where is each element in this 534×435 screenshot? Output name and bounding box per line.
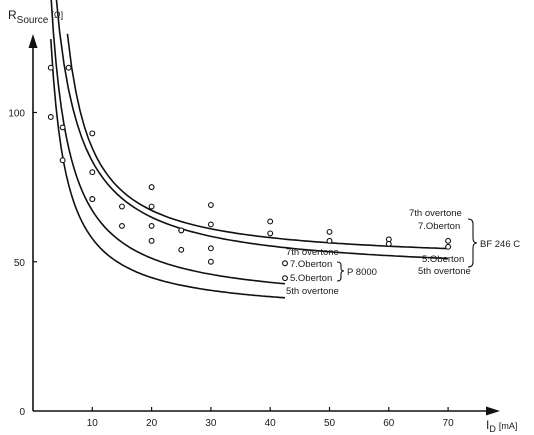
data-point-series-2 [59, 124, 66, 131]
data-point-series-1 [65, 64, 72, 71]
data-point-series-1 [445, 237, 452, 244]
annotations: 7th overtone 7.Oberton 5.Oberton 5th ove… [286, 208, 520, 297]
series-line-4 [50, 39, 286, 299]
data-point-series-2 [148, 203, 155, 210]
bf-5th-overtone-label: 5th overtone [418, 266, 471, 277]
data-point-series-1 [207, 202, 214, 208]
p-5th-overtone-label: 5th overtone [286, 286, 339, 297]
x-tick-label: 30 [205, 418, 217, 429]
data-point-series-3 [207, 245, 214, 252]
x-tick-label: 70 [443, 418, 455, 429]
points [47, 64, 452, 282]
series-line-2 [55, 0, 449, 260]
data-point-series-4 [207, 258, 214, 265]
data-point-series-4 [282, 275, 288, 282]
data-point-series-2 [207, 221, 214, 228]
bf-5-oberton-label: 5.Oberton [422, 254, 464, 265]
data-point-series-4 [178, 246, 185, 253]
curves [50, 0, 449, 299]
p-5-oberton-label: 5.Oberton [290, 273, 332, 284]
ticks: 10 20 30 40 50 60 70 0 50 100 [8, 109, 454, 430]
data-point-series-3 [118, 203, 125, 210]
p-7-oberton-label: 7.Oberton [290, 259, 332, 270]
bf-brace [467, 218, 478, 268]
y-axis-label: RSource [Ω] [8, 8, 63, 26]
x-tick-label: 60 [383, 418, 395, 429]
data-point-series-1 [326, 228, 333, 235]
data-point-series-4 [89, 196, 96, 203]
y-axis-arrow [28, 34, 38, 48]
data-point-series-2 [89, 169, 96, 176]
series-line-3 [50, 0, 286, 285]
data-point-series-2 [326, 237, 333, 244]
y-tick-label: 0 [19, 407, 25, 418]
y-tick-label: 50 [14, 258, 26, 269]
x-axis-label: ID [mA] [486, 418, 517, 434]
data-point-series-3 [178, 227, 185, 234]
data-point-series-3 [47, 114, 54, 120]
series-line-1 [66, 33, 449, 250]
data-point-series-3 [282, 260, 288, 267]
p-7th-overtone-label: 7th overtone [286, 247, 339, 258]
data-point-series-2 [267, 230, 274, 237]
data-point-series-2 [445, 243, 452, 250]
axes [28, 34, 500, 416]
data-point-series-4 [118, 222, 125, 229]
x-tick-label: 20 [146, 418, 158, 429]
bf-device-label: BF 246 C [480, 239, 520, 250]
data-point-series-4 [148, 237, 155, 244]
x-tick-label: 50 [324, 418, 336, 429]
p-brace [336, 261, 345, 282]
p-device-label: P 8000 [347, 267, 377, 278]
x-tick-label: 10 [87, 418, 99, 429]
y-tick-label: 100 [8, 109, 25, 120]
data-point-series-1 [148, 184, 155, 191]
x-tick-label: 40 [265, 418, 277, 429]
x-axis-arrow [486, 406, 500, 416]
data-point-series-1 [89, 130, 96, 137]
data-point-series-2 [385, 240, 392, 247]
bf-7-oberton-label: 7.Oberton [418, 221, 460, 232]
data-point-series-3 [148, 222, 155, 229]
bf-7th-overtone-label: 7th overtone [409, 208, 462, 219]
data-point-series-1 [267, 218, 274, 225]
data-point-series-4 [59, 157, 66, 164]
data-point-series-2 [47, 64, 54, 71]
